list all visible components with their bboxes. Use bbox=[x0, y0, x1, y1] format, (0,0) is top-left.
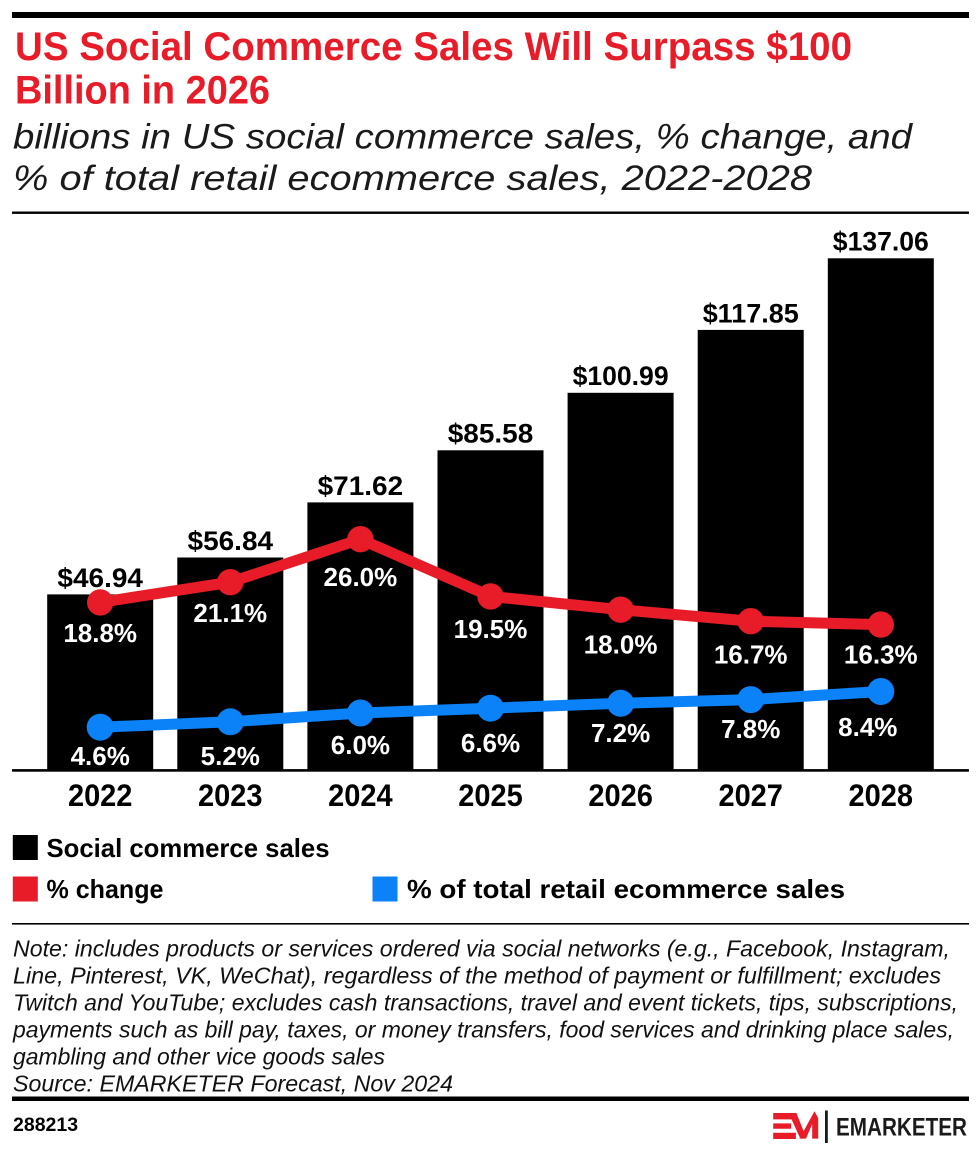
svg-text:billions in US social commerce: billions in US social commerce sales, % … bbox=[13, 117, 914, 156]
svg-text:7.8%: 7.8% bbox=[721, 714, 780, 744]
svg-text:16.3%: 16.3% bbox=[844, 640, 918, 670]
svg-text:$71.62: $71.62 bbox=[318, 471, 404, 501]
svg-text:18.8%: 18.8% bbox=[63, 618, 137, 648]
svg-text:$46.94: $46.94 bbox=[57, 563, 143, 593]
svg-text:8.4%: 8.4% bbox=[838, 712, 897, 742]
svg-text:16.7%: 16.7% bbox=[714, 640, 788, 670]
svg-text:2025: 2025 bbox=[458, 777, 523, 813]
svg-text:payments such as bill pay, tax: payments such as bill pay, taxes, or mon… bbox=[12, 1017, 954, 1043]
svg-text:$100.99: $100.99 bbox=[573, 361, 669, 391]
svg-text:Note: includes products or ser: Note: includes products or services orde… bbox=[13, 936, 950, 962]
svg-text:26.0%: 26.0% bbox=[324, 562, 398, 592]
svg-text:2024: 2024 bbox=[328, 777, 393, 813]
svg-text:288213: 288213 bbox=[13, 1114, 78, 1136]
svg-text:2027: 2027 bbox=[718, 777, 783, 813]
svg-text:EMARKETER: EMARKETER bbox=[836, 1114, 967, 1142]
svg-text:% change: % change bbox=[47, 874, 164, 904]
svg-text:21.1%: 21.1% bbox=[193, 598, 267, 628]
svg-text:2022: 2022 bbox=[68, 777, 133, 813]
svg-text:4.6%: 4.6% bbox=[71, 741, 130, 771]
svg-text:$85.58: $85.58 bbox=[448, 419, 534, 449]
svg-text:$117.85: $117.85 bbox=[703, 298, 799, 328]
svg-text:2023: 2023 bbox=[198, 777, 263, 813]
svg-text:$137.06: $137.06 bbox=[833, 227, 929, 257]
svg-text:6.0%: 6.0% bbox=[331, 730, 390, 760]
svg-text:2026: 2026 bbox=[588, 777, 653, 813]
svg-text:6.6%: 6.6% bbox=[461, 728, 520, 758]
svg-text:7.2%: 7.2% bbox=[591, 718, 650, 748]
svg-text:Twitch and YouTube; excludes c: Twitch and YouTube; excludes cash transa… bbox=[13, 990, 958, 1016]
svg-text:19.5%: 19.5% bbox=[454, 614, 528, 644]
svg-text:$56.84: $56.84 bbox=[188, 526, 274, 556]
svg-text:gambling and other vice goods: gambling and other vice goods sales bbox=[13, 1044, 385, 1070]
svg-text:Social commerce sales: Social commerce sales bbox=[47, 833, 330, 863]
svg-text:5.2%: 5.2% bbox=[201, 741, 260, 771]
svg-text:% of total retail ecommerce sa: % of total retail ecommerce sales, 2022-… bbox=[13, 159, 813, 198]
svg-text:18.0%: 18.0% bbox=[584, 630, 658, 660]
svg-text:Line, Pinterest, VK, WeChat),: Line, Pinterest, VK, WeChat), regardless… bbox=[13, 963, 941, 989]
svg-text:% of total retail ecommerce sa: % of total retail ecommerce sales bbox=[407, 874, 845, 904]
svg-text:Billion in 2026: Billion in 2026 bbox=[15, 68, 270, 112]
svg-text:2028: 2028 bbox=[849, 777, 914, 813]
svg-text:Source: EMARKETER Forecast, No: Source: EMARKETER Forecast, Nov 2024 bbox=[13, 1071, 453, 1097]
svg-text:US Social Commerce Sales Will: US Social Commerce Sales Will Surpass $1… bbox=[15, 25, 852, 69]
